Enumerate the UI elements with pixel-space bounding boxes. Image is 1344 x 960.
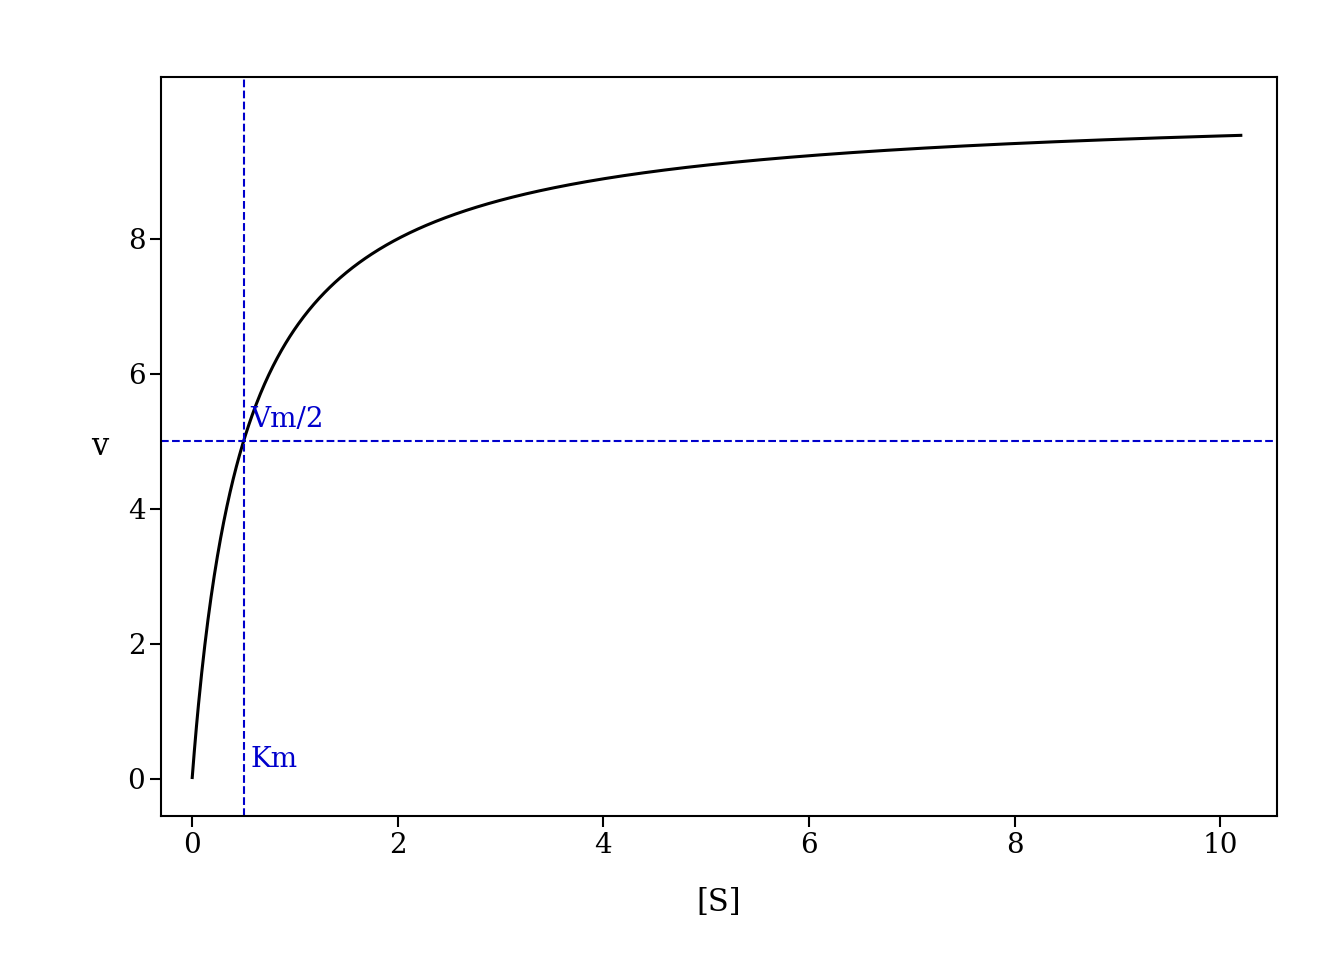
Y-axis label: v: v	[91, 431, 109, 462]
X-axis label: [S]: [S]	[696, 887, 742, 918]
Text: Km: Km	[251, 747, 298, 774]
Text: Vm/2: Vm/2	[251, 406, 324, 433]
